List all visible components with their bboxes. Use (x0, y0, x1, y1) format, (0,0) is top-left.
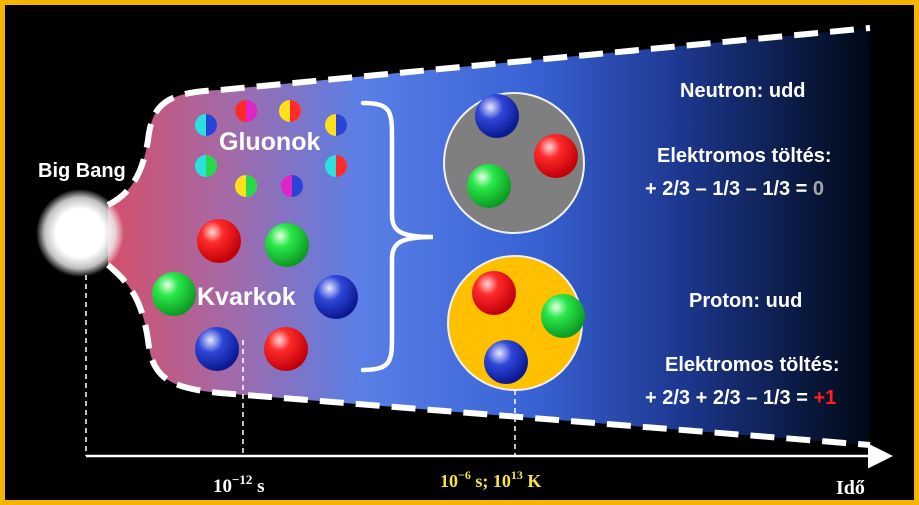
cone-lower-edge (106, 262, 871, 448)
neutron-charge-equation: + 2/3 – 1/3 – 1/3 = 0 (645, 178, 824, 200)
quark-red-icon (472, 271, 516, 315)
proton-charge-equation: + 2/3 + 2/3 – 1/3 = +1 (645, 387, 836, 409)
quark-red-icon (264, 327, 308, 371)
gluons-label: Gluonok (219, 128, 320, 156)
neutron-particle (443, 92, 585, 234)
quark-blue-icon (314, 275, 358, 319)
quark-green-icon (152, 272, 196, 316)
quark-green-icon (541, 294, 585, 338)
neutron-charge-label: Elektromos töltés: (657, 145, 831, 167)
neutron-label: Neutron: udd (680, 80, 806, 102)
gluon-icon (279, 100, 301, 122)
big-bang-label: Big Bang (38, 160, 126, 182)
gluon-icon (325, 155, 347, 177)
gluon-icon (195, 114, 217, 136)
quark-blue-icon (484, 340, 528, 384)
quark-green-icon (467, 164, 511, 208)
proton-label: Proton: uud (689, 290, 802, 312)
quark-red-icon (197, 219, 241, 263)
quark-green-icon (265, 223, 309, 267)
quark-cluster (152, 219, 358, 371)
gluon-icon (235, 175, 257, 197)
gluon-icon (281, 175, 303, 197)
time-label-1e-12: 10−12 s (213, 472, 265, 497)
gluon-icon (235, 100, 257, 122)
gluon-cluster (195, 100, 347, 197)
cone-upper-edge (106, 25, 871, 208)
curly-brace (360, 100, 434, 373)
time-label-1e-6: 10−6 s; 1013 K (440, 468, 541, 491)
quark-blue-icon (195, 327, 239, 371)
proton-charge-label: Elektromos töltés: (665, 354, 839, 376)
gluon-icon (325, 114, 347, 136)
proton-charge-result: +1 (813, 387, 836, 409)
proton-particle (447, 255, 585, 391)
quarks-label: Kvarkok (197, 283, 296, 311)
proton-charge-expression: + 2/3 + 2/3 – 1/3 = (645, 387, 813, 409)
neutron-charge-expression: + 2/3 – 1/3 – 1/3 = (645, 178, 813, 200)
time-axis-end-label: Idő (836, 477, 865, 499)
neutron-charge-result: 0 (813, 178, 824, 200)
quark-red-icon (534, 134, 578, 178)
quark-blue-icon (475, 94, 519, 138)
big-bang-glow-icon (36, 189, 124, 277)
gluon-icon (195, 155, 217, 177)
